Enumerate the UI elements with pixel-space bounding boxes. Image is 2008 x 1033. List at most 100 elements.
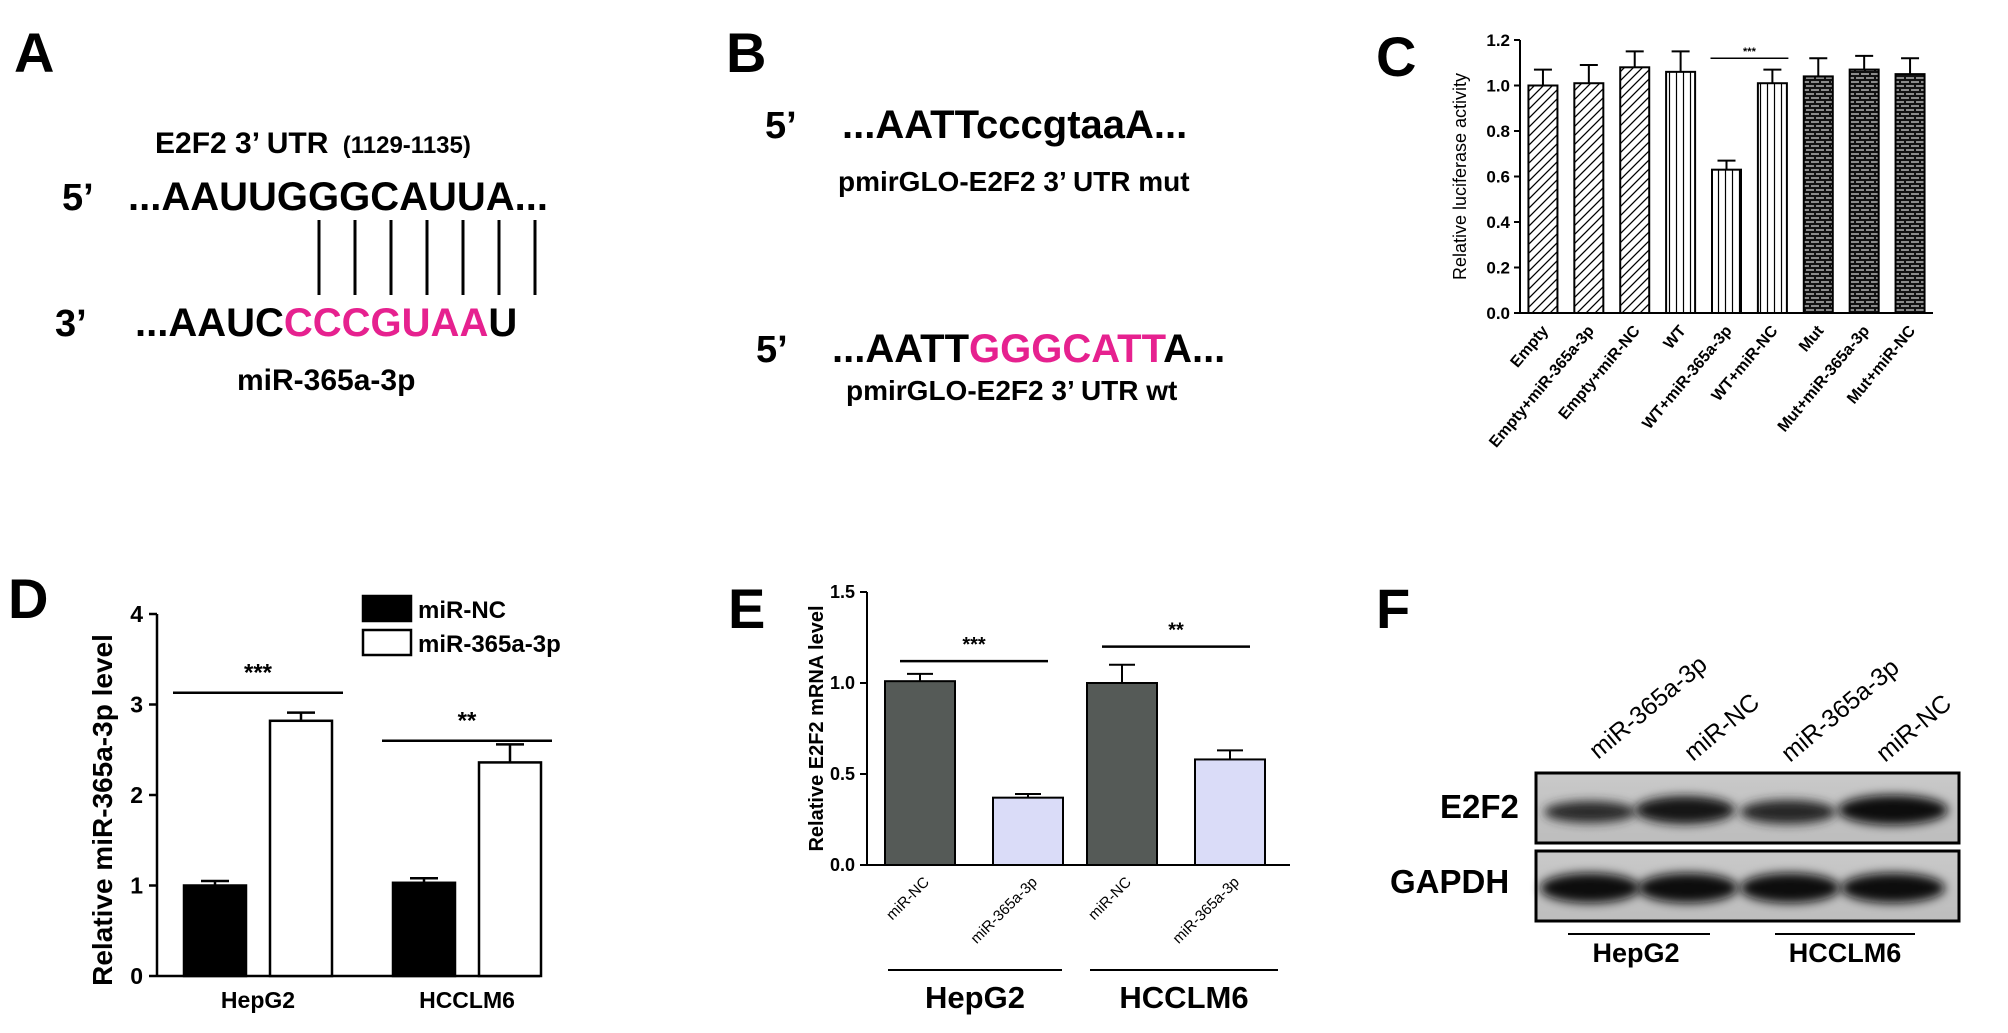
blot-band — [1635, 796, 1735, 824]
mirna-seq-suffix: U — [488, 301, 517, 345]
y-tick-label: 0.0 — [1486, 304, 1510, 323]
x-tick-label: Mut — [1796, 322, 1828, 355]
panel-letter-a: A — [14, 21, 54, 84]
y-tick-label: 0.8 — [1486, 122, 1510, 141]
y-tick-label: 1.0 — [830, 673, 855, 693]
bar — [992, 796, 1064, 866]
blot-band — [1838, 795, 1948, 825]
bar — [1756, 82, 1788, 314]
y-axis-title: Relative E2F2 mRNA level — [806, 605, 828, 851]
y-tick-label: 0.6 — [1486, 168, 1510, 187]
panel-b: B 5’ ...AATTcccgtaaA... pmirGLO-E2F2 3’ … — [726, 21, 1225, 406]
bar — [1665, 70, 1697, 314]
blot-band — [1544, 801, 1636, 823]
significance-label: ** — [458, 708, 477, 735]
bar — [1619, 66, 1651, 314]
lane-label: miR-NC — [1679, 688, 1765, 767]
bar — [1527, 84, 1559, 314]
mirna-label: miR-365a-3p — [237, 364, 415, 397]
x-tick-label: miR-365a-3p — [1169, 874, 1242, 947]
blot-row-label: E2F2 — [1440, 788, 1519, 825]
y-tick-label: 3 — [130, 692, 143, 718]
blot-band — [1740, 800, 1836, 824]
base-pair-lines — [317, 220, 537, 295]
y-tick-label: 0.0 — [830, 855, 855, 875]
bar — [1848, 68, 1880, 314]
panel-d: D 0 1 2 3 4 Relative miR-365a-3p level HepG2 HC… — [8, 567, 561, 1013]
wt-sequence: ...AATTGGGCATTA... — [832, 327, 1225, 371]
mirna-three-prime: 3’ — [55, 303, 87, 345]
y-tick-label: 1.2 — [1486, 31, 1510, 50]
bar — [1894, 73, 1926, 314]
y-tick-label: 2 — [130, 782, 143, 808]
group-label: HCCLM6 — [1119, 980, 1248, 1015]
panel-letter-e: E — [728, 577, 765, 640]
mirna-sequence: ...AAUCCCCGUAAU — [135, 301, 517, 345]
significance-label: *** — [244, 660, 273, 687]
x-tick-label: miR-NC — [883, 874, 933, 924]
y-tick-label: 0 — [130, 963, 143, 989]
bar — [1711, 168, 1742, 314]
legend-swatch — [361, 594, 413, 623]
x-tick-label: Empty+miR-NC — [1556, 322, 1644, 423]
blot-band — [1638, 873, 1738, 903]
utr-title-main: E2F2 3’ UTR — [155, 127, 329, 160]
bar — [477, 761, 543, 978]
significance-label: *** — [962, 634, 986, 656]
blot-band — [1740, 873, 1840, 903]
blot-band — [1540, 873, 1640, 903]
panel-letter-c: C — [1376, 25, 1416, 88]
panel-letter-f: F — [1376, 577, 1410, 640]
y-tick-label: 1.0 — [1486, 77, 1510, 96]
mut-five-prime: 5’ — [765, 105, 797, 147]
y-tick-label: 1 — [130, 873, 143, 899]
x-tick-label: miR-365a-3p — [967, 874, 1040, 947]
bar — [182, 884, 248, 978]
y-tick-label: 1.5 — [830, 582, 855, 602]
bar — [268, 719, 334, 978]
blot-group-label: HepG2 — [1592, 938, 1679, 968]
wt-seq-site: GGGCATT — [969, 327, 1166, 371]
x-tick-label: miR-NC — [1085, 874, 1135, 924]
y-tick-label: 4 — [130, 601, 143, 627]
legend-label: miR-365a-3p — [418, 631, 561, 658]
wt-five-prime: 5’ — [756, 329, 788, 371]
blot-group-label: HCCLM6 — [1789, 938, 1902, 968]
panel-a: A E2F2 3’ UTR (1129-1135) 5’ ...AAUUGGGC… — [14, 21, 548, 397]
chart-d: 0 1 2 3 4 Relative miR-365a-3p level HepG2 HCCL… — [87, 594, 561, 1013]
bar — [1194, 758, 1266, 866]
y-tick-label: 0.5 — [830, 764, 855, 784]
utr-five-prime: 5’ — [62, 177, 94, 219]
utr-sequence: ...AAUUGGGCAUUA... — [128, 175, 548, 219]
x-tick-label: WT — [1661, 322, 1690, 352]
legend-label: miR-NC — [418, 597, 506, 624]
y-axis-title: Relative luciferase activity — [1450, 73, 1470, 280]
x-tick-label: HepG2 — [221, 987, 295, 1013]
y-axis-title: Relative miR-365a-3p level — [87, 634, 118, 986]
bar — [391, 881, 457, 978]
wt-seq-suffix: A... — [1163, 327, 1225, 371]
utr-title-range: (1129-1135) — [343, 132, 471, 159]
panel-letter-b: B — [726, 21, 766, 84]
panel-c: C 0.0 0.2 0.4 0.6 0.8 1.0 1.2 Relative lucifera… — [1376, 25, 1933, 451]
x-tick-label: Empty — [1508, 323, 1553, 371]
lane-label: miR-NC — [1871, 689, 1957, 768]
wt-seq-prefix: ...AATT — [832, 327, 969, 371]
mirna-seq-prefix: ...AAUC — [135, 301, 284, 345]
mirna-seq-seed: CCCGUAA — [284, 301, 488, 345]
x-tick-label: HCCLM6 — [419, 987, 515, 1013]
wt-construct-label: pmirGLO-E2F2 3’ UTR wt — [846, 375, 1177, 406]
blot-band — [1841, 873, 1945, 903]
group-label: HepG2 — [925, 980, 1025, 1015]
bar — [1802, 75, 1834, 315]
bar — [1086, 682, 1158, 866]
panel-f: F miR-365a-3p miR-NC miR-365a-3p miR-NC … — [1376, 577, 1961, 968]
y-tick-label: 0.4 — [1486, 213, 1510, 232]
blot-gapdh — [1534, 849, 1961, 923]
significance-label: ** — [1168, 620, 1184, 642]
utr-title: E2F2 3’ UTR (1129-1135) — [155, 127, 471, 160]
chart-c: 0.0 0.2 0.4 0.6 0.8 1.0 1.2 Relative luciferase… — [1450, 31, 1933, 451]
significance-label: *** — [1743, 46, 1757, 58]
